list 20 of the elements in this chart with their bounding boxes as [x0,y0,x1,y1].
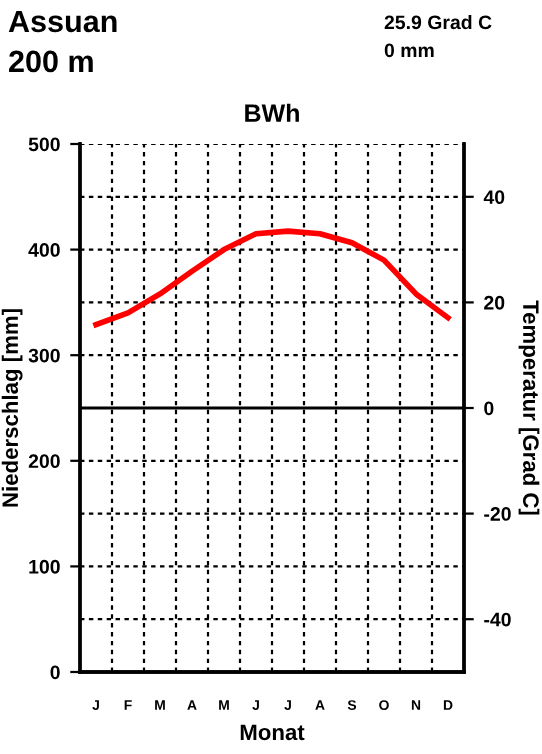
y2-tick-label: -20 [484,507,511,521]
y-axis-title: Niederschlag [mm] [1,309,23,507]
y-tick-label: 300 [28,348,60,363]
text: 200 m [9,50,93,73]
text: Assuan [8,10,117,33]
chart-title: BWh [245,103,299,122]
y2-axis-title: Temperatur [Grad C] [518,300,540,515]
y-tick-label: 0 [50,665,60,680]
y-tick-label: 400 [28,243,60,257]
y2-tick-label: 0 [484,401,494,416]
text: 0 mm [384,43,434,58]
x-axis-title: Monat [240,724,305,741]
y-tick-label: 100 [29,559,60,574]
text: 25.9 Grad C [384,14,492,30]
y-tick-label: 200 [28,454,60,469]
y2-tick-label: 20 [484,295,505,310]
y2-tick-label: -40 [484,612,511,627]
y-tick-label: 500 [28,137,60,152]
line-series [93,228,451,328]
y2-tick-label: 40 [483,190,505,205]
